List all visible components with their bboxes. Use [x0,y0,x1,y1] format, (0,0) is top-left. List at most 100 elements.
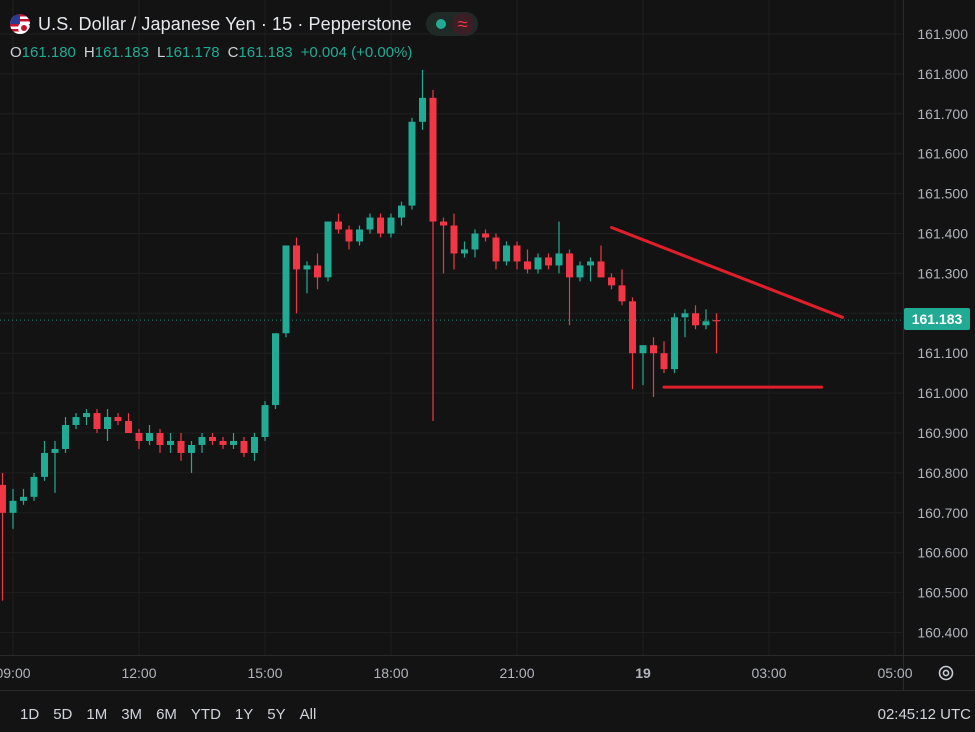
candle-body [713,320,720,322]
candle-body [608,277,615,286]
candle-body [387,217,395,234]
range-1d[interactable]: 1D [20,706,40,723]
x-tick-label: 05:00 [877,665,912,681]
candle-body [639,345,647,354]
candle-body [471,233,479,250]
candle-body [377,217,384,234]
candle-body [345,229,353,242]
candle-body [429,97,437,222]
candle-body [461,249,468,254]
candle-body [555,253,563,266]
range-1y[interactable]: 1Y [234,706,254,723]
y-tick-label: 161.900 [917,26,968,42]
candle-body [419,97,426,122]
range-all[interactable]: All [299,706,317,723]
resistance-trendline [610,226,844,319]
open-value: 161.180 [21,44,76,61]
y-tick-label: 161.400 [917,226,968,242]
candle-body [503,245,510,262]
range-5y[interactable]: 5Y [267,706,286,723]
candle-body [240,440,248,453]
candle-body [545,257,552,266]
candle-body [83,413,90,418]
time-range-bar: 1D 5D 1M 3M 6M YTD 1Y 5Y All [20,706,316,723]
candle-body [282,245,290,334]
candle-body [41,452,48,477]
y-tick-label: 161.300 [917,265,968,281]
y-tick-label: 160.600 [917,545,968,561]
range-6m[interactable]: 6M [156,706,177,723]
candle-body [303,265,311,270]
candle-body [219,440,227,445]
x-tick-label: 21:00 [499,665,534,681]
y-tick-label: 161.100 [917,345,968,361]
y-tick-label: 161.500 [917,186,968,202]
candle-body [671,317,678,370]
candle-body [629,301,636,354]
candle-body [681,313,689,318]
candle-body [230,440,237,445]
candle-body [450,225,458,254]
candle-body [209,436,216,441]
y-tick-label: 160.500 [917,585,968,601]
candle-body [597,261,605,278]
high-label: H [83,44,95,61]
x-tick-label: 09:00 [0,665,31,681]
x-tick-label: 03:00 [751,665,786,681]
candle-body [335,221,342,230]
range-3m[interactable]: 3M [121,706,143,723]
candle-body [440,221,447,226]
candle-body [524,261,531,270]
candle-body [198,436,206,445]
candle-body [492,237,500,262]
candle-body [9,500,17,513]
candle-body [114,417,122,422]
candle-body [146,433,153,441]
candle-body [356,229,363,242]
candle-body [0,484,6,513]
candle-body [587,261,594,266]
range-5d[interactable]: 5D [53,706,73,723]
candle-body [251,436,258,453]
y-tick-label: 161.800 [917,66,968,82]
gear-icon[interactable] [936,663,956,683]
high-value: 161.183 [94,44,149,61]
change-value: +0.004 (+0.00%) [300,44,413,61]
y-tick-label: 160.400 [917,625,968,641]
y-tick-label: 160.800 [917,465,968,481]
candle-body [261,405,269,437]
candle-body [324,221,332,278]
market-open-dot-icon [435,19,446,29]
usd-jpy-flag-icon [10,14,30,34]
market-status[interactable]: ≈ [425,12,478,36]
candle-body [408,121,416,206]
candle-body [650,345,657,354]
candle-body [30,476,38,497]
y-tick-label: 161.600 [917,146,968,162]
range-ytd[interactable]: YTD [190,706,221,723]
low-label: L [156,44,166,61]
candle-body [692,313,699,326]
candle-body [702,321,710,326]
utc-clock[interactable]: 02:45:12 UTC [877,706,971,723]
candle-body [125,421,132,433]
candle-body [618,285,626,302]
candle-body [93,413,101,430]
candle-body [135,433,143,441]
candle-body [188,444,195,453]
y-tick-label: 161.000 [917,385,968,401]
candle-body [482,233,489,238]
candle-body [660,353,668,370]
x-tick-label: 19 [635,665,651,681]
candle-body [167,440,174,445]
range-1m[interactable]: 1M [86,706,108,723]
candle-body [104,417,111,430]
close-value: 161.183 [238,44,293,61]
ohlc-legend: O161.180 H161.183 L161.178 C161.183 +0.0… [10,44,412,61]
candle-body [20,496,27,501]
symbol-title[interactable]: U.S. Dollar / Japanese Yen · 15 · Pepper… [38,13,412,34]
y-tick-label: 161.700 [917,106,968,122]
candle-body [398,205,405,218]
candle-body [272,333,279,406]
